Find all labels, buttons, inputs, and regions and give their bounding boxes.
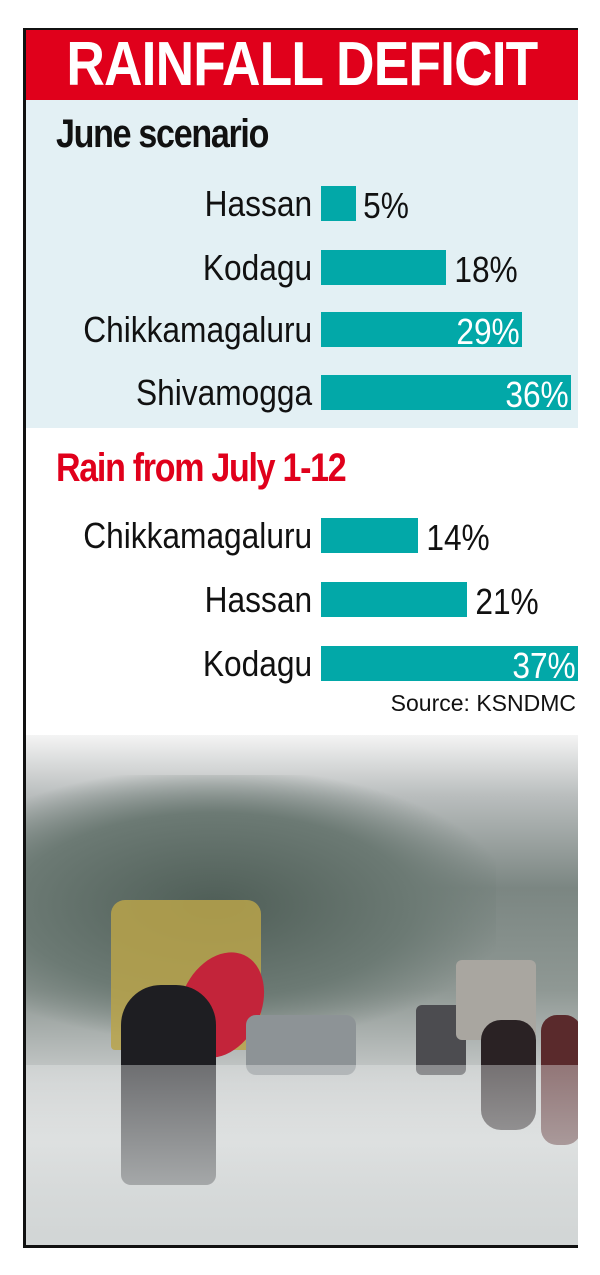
june-section-background: [26, 100, 578, 428]
data-label: 37%: [512, 645, 576, 686]
data-label: 21%: [475, 581, 539, 622]
bar: [321, 646, 578, 681]
category-label: Chikkamagaluru: [83, 309, 312, 350]
infographic-frame: [23, 28, 578, 1248]
data-label: 18%: [454, 249, 518, 290]
bar: [321, 375, 571, 410]
category-label: Hassan: [204, 183, 312, 224]
chart-title-banner: RAINFALL DEFICIT: [26, 30, 578, 100]
data-label: 5%: [362, 185, 409, 226]
category-label: Kodagu: [202, 643, 312, 684]
june-section-title: June scenario: [56, 112, 269, 156]
data-label: 14%: [426, 517, 490, 558]
bar: [321, 312, 523, 347]
category-label: Chikkamagaluru: [83, 515, 312, 556]
bar: [321, 582, 467, 617]
data-label: 29%: [456, 311, 520, 352]
rain-street-photo: [26, 735, 578, 1245]
category-label: Kodagu: [202, 247, 312, 288]
chart-title: RAINFALL DEFICIT: [66, 30, 538, 99]
data-label: 36%: [505, 374, 569, 415]
july-section-title: Rain from July 1-12: [56, 446, 347, 490]
category-label: Hassan: [204, 579, 312, 620]
category-label: Shivamogga: [135, 372, 312, 413]
bar: [321, 186, 356, 221]
bar: [321, 250, 446, 285]
bar: [321, 518, 419, 553]
source-note: Source: KSNDMC: [390, 690, 576, 716]
